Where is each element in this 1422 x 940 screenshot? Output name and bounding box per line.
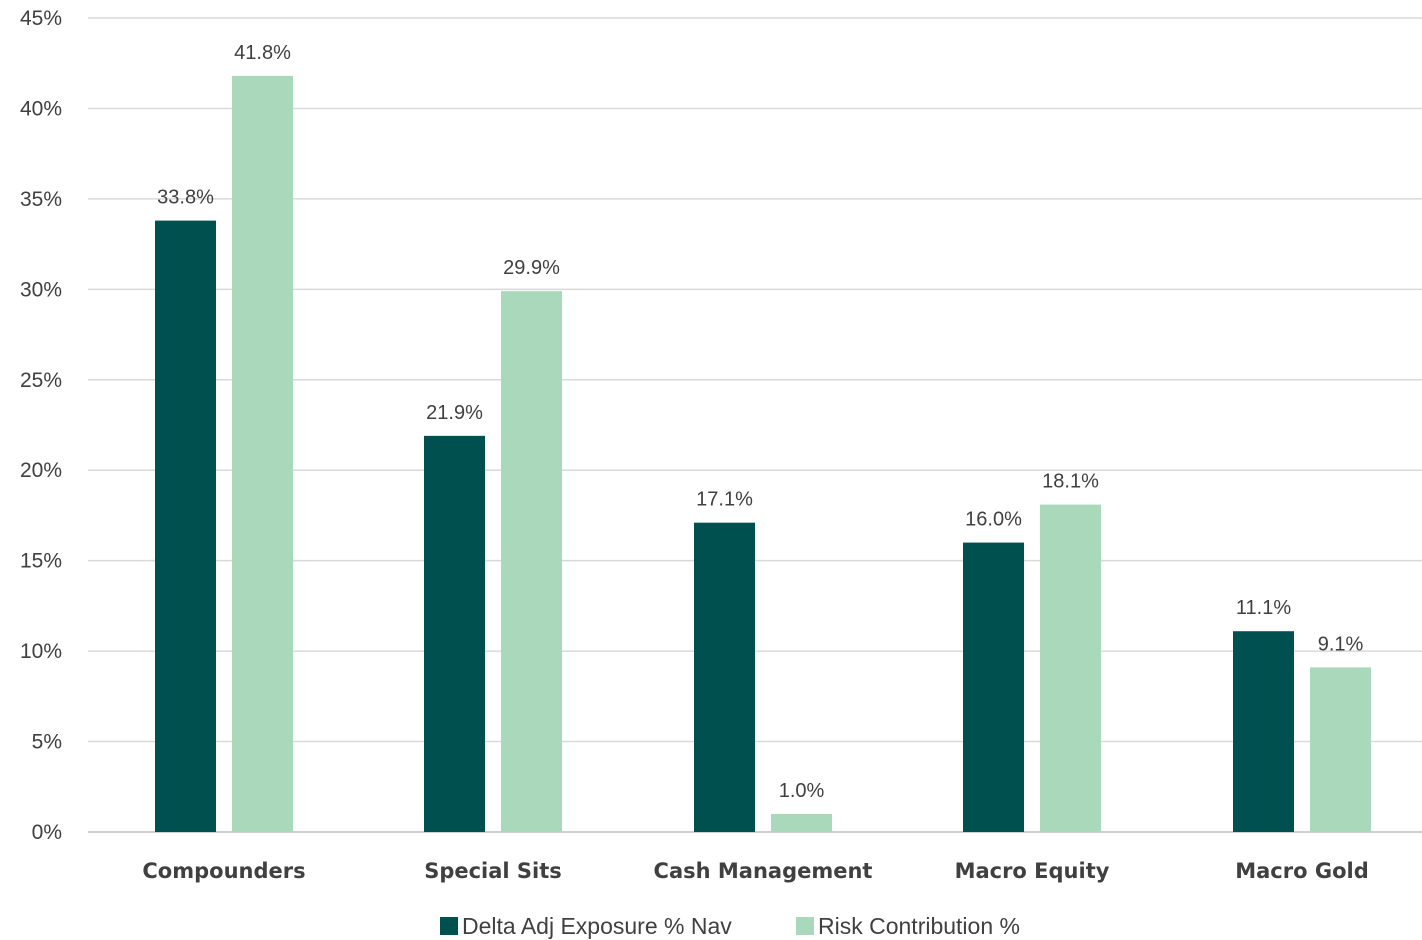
y-tick-label: 40%: [20, 97, 62, 120]
data-label: 16.0%: [965, 509, 1022, 531]
legend-label: Risk Contribution %: [818, 913, 1020, 939]
legend-label: Delta Adj Exposure % Nav: [462, 913, 732, 939]
y-tick-label: 25%: [20, 369, 62, 392]
legend-item: Risk Contribution %: [796, 913, 1020, 939]
legend-swatch: [796, 917, 814, 935]
category-label: Macro Gold: [1235, 859, 1369, 883]
legend-item: Delta Adj Exposure % Nav: [440, 913, 732, 939]
legend-swatch: [440, 917, 458, 935]
category-label: Compounders: [142, 859, 305, 883]
data-label: 29.9%: [503, 257, 560, 279]
legend: Delta Adj Exposure % Nav Risk Contributio…: [440, 913, 1020, 939]
bar-special-sits-series-2: [501, 291, 562, 832]
data-label: 41.8%: [234, 42, 291, 64]
bar-cash-management-series-1: [694, 522, 755, 832]
y-tick-label: 30%: [20, 278, 62, 301]
data-label: 11.1%: [1236, 597, 1291, 619]
data-labels: 33.8% 41.8% 21.9% 29.9% 17.1% 1.0% 16.0% 18.1% 1…: [157, 42, 1363, 802]
category-label: Special Sits: [424, 859, 562, 883]
y-tick-label: 45%: [20, 7, 62, 30]
bar-macro-equity-series-1: [963, 542, 1024, 832]
data-label: 9.1%: [1318, 633, 1364, 655]
gridlines: [88, 17, 1422, 833]
bar-macro-gold-series-1: [1233, 631, 1294, 832]
data-label: 18.1%: [1042, 471, 1099, 493]
y-tick-label: 5%: [32, 731, 62, 754]
data-label: 17.1%: [696, 489, 753, 511]
bars: [155, 75, 1371, 832]
y-tick-label: 15%: [20, 550, 62, 573]
bar-compounders-series-2: [232, 75, 293, 832]
y-axis-tick-labels: 0% 5% 10% 15% 20% 25% 30% 35% 40% 45%: [20, 7, 62, 844]
bar-special-sits-series-1: [424, 435, 485, 832]
data-label: 33.8%: [157, 187, 214, 209]
y-tick-label: 20%: [20, 459, 62, 482]
category-label: Macro Equity: [955, 859, 1110, 883]
y-tick-label: 0%: [32, 821, 62, 844]
x-axis-category-labels: Compounders Special Sits Cash Management Ma…: [142, 859, 1368, 883]
bar-compounders-series-1: [155, 220, 216, 832]
bar-cash-management-series-2: [771, 813, 832, 832]
data-label: 21.9%: [426, 402, 483, 424]
y-tick-label: 10%: [20, 640, 62, 663]
bar-macro-gold-series-2: [1310, 667, 1371, 832]
data-label: 1.0%: [779, 780, 825, 802]
bar-macro-equity-series-2: [1040, 504, 1101, 832]
y-tick-label: 35%: [20, 188, 62, 211]
category-label: Cash Management: [654, 859, 873, 883]
